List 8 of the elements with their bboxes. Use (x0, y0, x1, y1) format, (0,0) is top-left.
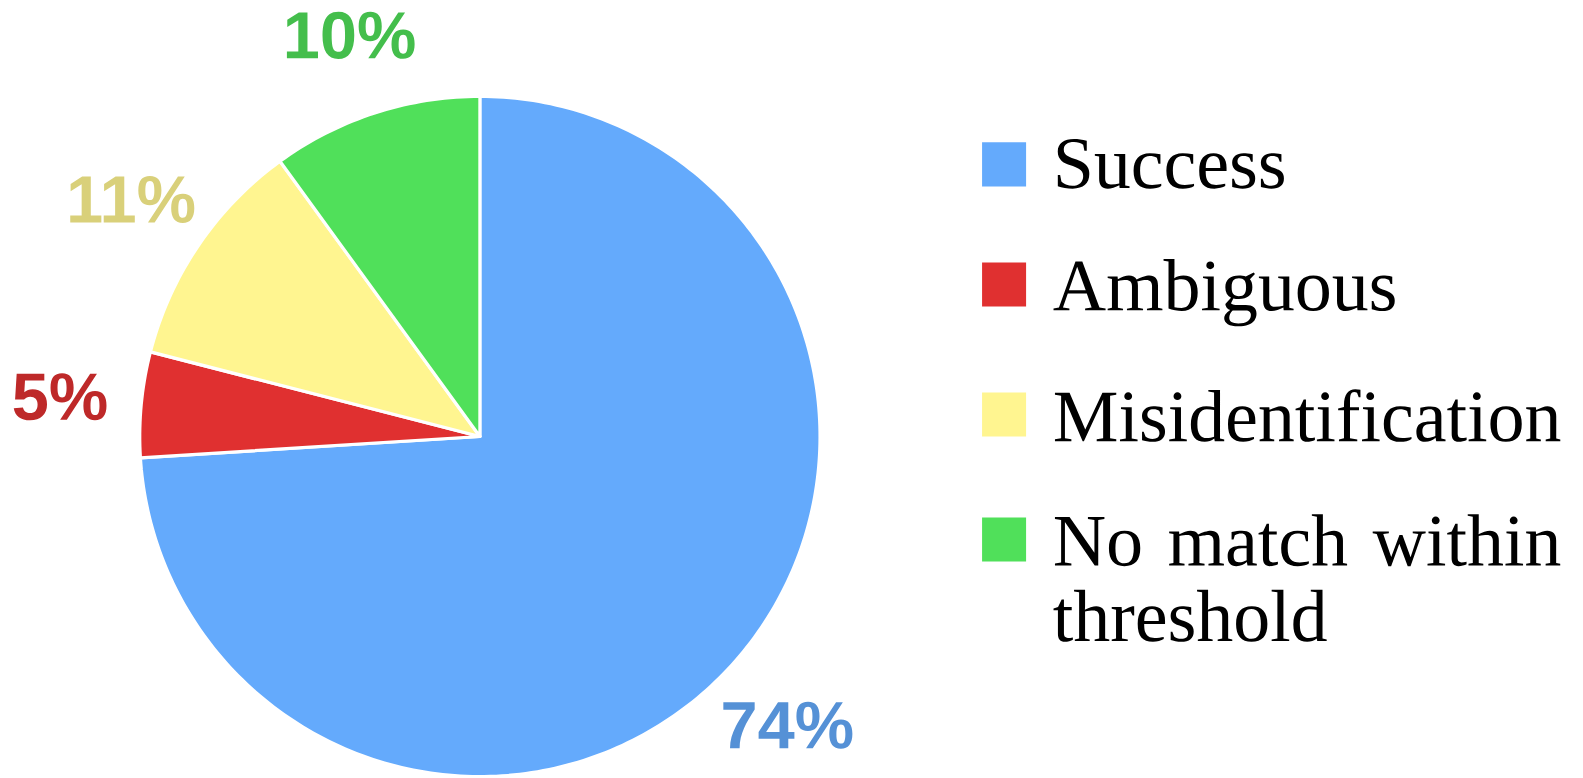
legend-label: Misidentification (1054, 389, 1561, 442)
legend-label: Success (1057, 138, 1284, 189)
data-label: 10% (286, 11, 415, 59)
legend-label: No match within threshold (1053, 514, 1561, 642)
legend-label: Ambiguous (1053, 259, 1395, 327)
data-label: 5% (13, 373, 107, 421)
data-label: 74% (723, 701, 853, 749)
data-label: 11% (70, 175, 195, 223)
